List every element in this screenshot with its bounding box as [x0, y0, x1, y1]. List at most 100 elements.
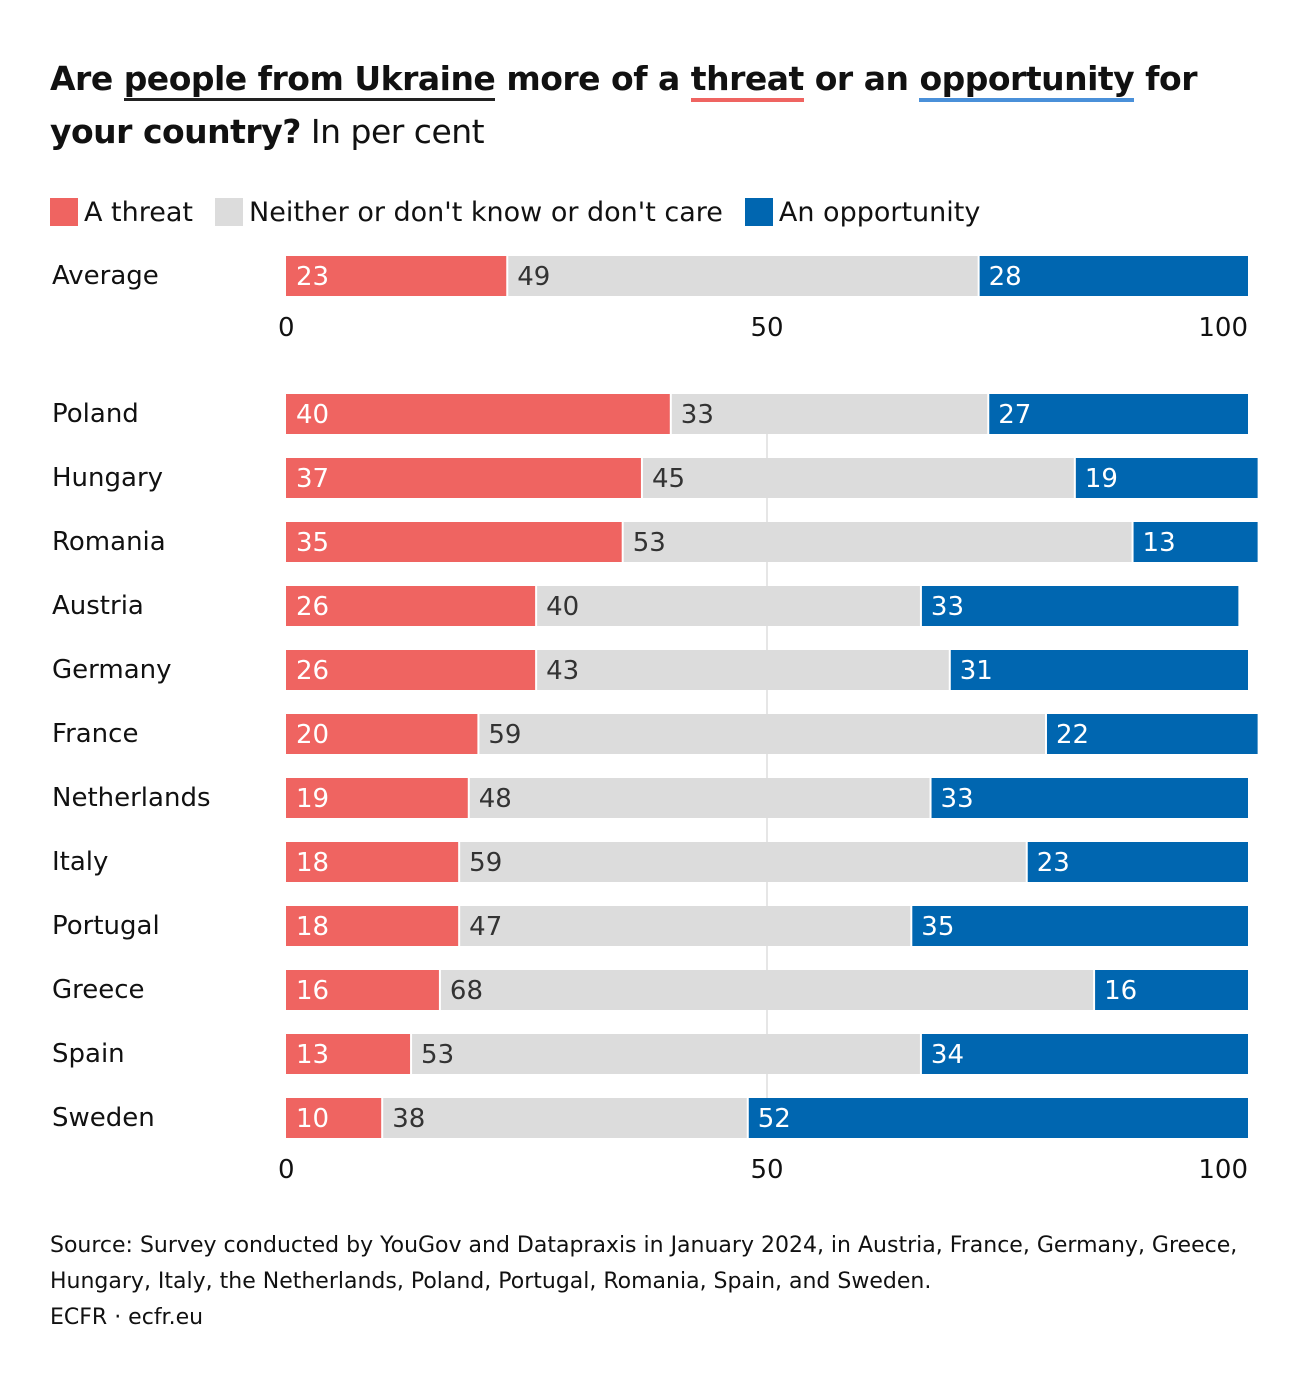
bar-threat-spain — [286, 1034, 412, 1074]
main-axis-tick-label-100: 100 — [1198, 1155, 1248, 1185]
source-line: Source: Survey conducted by YouGov and D… — [50, 1233, 1238, 1258]
bar-opportunity-portugal — [911, 906, 1248, 946]
bar-opportunity-romania — [1132, 522, 1258, 562]
legend-label-neither: Neither or don't know or don't care — [249, 196, 723, 228]
bar-neither-hungary — [641, 458, 1075, 498]
chart-title: Are people from Ukraine more of a threat… — [50, 52, 1260, 158]
data-label-neither-average: 49 — [517, 262, 550, 292]
data-label-opportunity-germany: 31 — [960, 656, 993, 686]
bar-threat-hungary — [286, 458, 642, 498]
bar-opportunity-netherlands — [930, 778, 1248, 818]
title-part: or an — [803, 59, 920, 98]
bar-opportunity-france — [1045, 714, 1258, 754]
data-label-threat-portugal: 18 — [296, 912, 329, 942]
bar-threat-portugal — [286, 906, 460, 946]
bar-neither-austria — [536, 586, 921, 626]
category-label-sweden: Sweden — [52, 1103, 155, 1133]
category-label-france: France — [52, 719, 138, 749]
bar-threat-average — [286, 256, 508, 296]
category-label-spain: Spain — [52, 1039, 125, 1069]
category-label-average: Average — [52, 261, 159, 291]
bar-opportunity-average — [978, 256, 1248, 296]
data-label-threat-italy: 18 — [296, 848, 329, 878]
bar-opportunity-austria — [920, 586, 1239, 626]
data-label-neither-hungary: 45 — [652, 464, 685, 494]
source-line: Hungary, Italy, the Netherlands, Poland,… — [50, 1269, 932, 1294]
bar-opportunity-hungary — [1074, 458, 1258, 498]
data-label-threat-poland: 40 — [296, 400, 329, 430]
data-label-opportunity-hungary: 19 — [1085, 464, 1118, 494]
bar-neither-netherlands — [468, 778, 931, 818]
legend-swatch-opportunity — [744, 198, 773, 226]
bar-opportunity-spain — [920, 1034, 1248, 1074]
legend-item-threat: A threat — [50, 197, 193, 228]
bar-neither-average — [507, 256, 979, 296]
category-label-austria: Austria — [52, 591, 144, 621]
bar-opportunity-sweden — [747, 1098, 1248, 1138]
bar-neither-italy — [459, 842, 1027, 882]
chart-subtitle: In per cent — [300, 112, 485, 151]
data-label-opportunity-average: 28 — [989, 262, 1022, 292]
category-label-portugal: Portugal — [52, 911, 160, 941]
data-label-threat-germany: 26 — [296, 656, 329, 686]
legend-item-neither: Neither or don't know or don't care — [215, 197, 723, 228]
publisher-credit: ECFR · ecfr.eu — [50, 1305, 204, 1330]
legend: A threat Neither or don't know or don't … — [50, 192, 1002, 232]
data-label-opportunity-austria: 33 — [931, 592, 964, 622]
data-label-neither-france: 59 — [488, 720, 521, 750]
bar-threat-austria — [286, 586, 537, 626]
bar-neither-france — [478, 714, 1046, 754]
data-label-neither-sweden: 38 — [392, 1104, 425, 1134]
data-label-threat-france: 20 — [296, 720, 329, 750]
category-label-germany: Germany — [52, 655, 172, 685]
category-label-hungary: Hungary — [52, 463, 163, 493]
data-label-threat-hungary: 37 — [296, 464, 329, 494]
data-label-neither-netherlands: 48 — [479, 784, 512, 814]
data-label-opportunity-poland: 27 — [998, 400, 1031, 430]
average-axis-tick-label-100: 100 — [1198, 313, 1248, 343]
legend-swatch-threat — [50, 198, 78, 226]
bar-neither-sweden — [382, 1098, 748, 1138]
data-label-opportunity-greece: 16 — [1104, 976, 1137, 1006]
data-label-opportunity-romania: 13 — [1143, 528, 1176, 558]
data-label-threat-netherlands: 19 — [296, 784, 329, 814]
data-label-neither-spain: 53 — [421, 1040, 454, 1070]
title-underlined-opportunity: opportunity — [919, 59, 1135, 102]
bar-threat-poland — [286, 394, 671, 434]
category-label-greece: Greece — [52, 975, 145, 1005]
title-part: more of a — [495, 59, 691, 98]
legend-label-opportunity: An opportunity — [778, 196, 981, 228]
title-underlined-people: people from Ukraine — [123, 59, 496, 101]
data-label-neither-austria: 40 — [546, 592, 579, 622]
bar-neither-spain — [411, 1034, 921, 1074]
category-label-romania: Romania — [52, 527, 166, 557]
data-label-threat-sweden: 10 — [296, 1104, 329, 1134]
data-label-threat-romania: 35 — [296, 528, 329, 558]
title-part: Are — [50, 59, 124, 98]
average-axis-tick-label-50: 50 — [750, 313, 783, 343]
bar-opportunity-greece — [1094, 970, 1248, 1010]
legend-swatch-neither — [215, 198, 244, 226]
data-label-neither-poland: 33 — [681, 400, 714, 430]
category-label-italy: Italy — [52, 847, 108, 877]
source-note: Source: Survey conducted by YouGov and D… — [50, 1228, 1270, 1336]
data-label-opportunity-france: 22 — [1056, 720, 1089, 750]
bar-threat-france — [286, 714, 479, 754]
data-label-threat-greece: 16 — [296, 976, 329, 1006]
average-axis-tick-label-0: 0 — [278, 313, 295, 343]
legend-label-threat: A threat — [84, 196, 194, 228]
data-label-threat-average: 23 — [296, 262, 329, 292]
main-axis-tick-label-50: 50 — [750, 1155, 783, 1185]
category-label-poland: Poland — [52, 399, 139, 429]
bar-opportunity-germany — [949, 650, 1248, 690]
bar-threat-sweden — [286, 1098, 383, 1138]
main-axis-tick-label-0: 0 — [278, 1155, 295, 1185]
data-label-neither-germany: 43 — [546, 656, 579, 686]
data-label-neither-italy: 59 — [469, 848, 502, 878]
bar-opportunity-italy — [1026, 842, 1248, 882]
data-label-neither-romania: 53 — [633, 528, 666, 558]
bar-threat-romania — [286, 522, 623, 562]
category-label-netherlands: Netherlands — [52, 783, 211, 813]
bar-threat-germany — [286, 650, 537, 690]
data-label-opportunity-italy: 23 — [1037, 848, 1070, 878]
